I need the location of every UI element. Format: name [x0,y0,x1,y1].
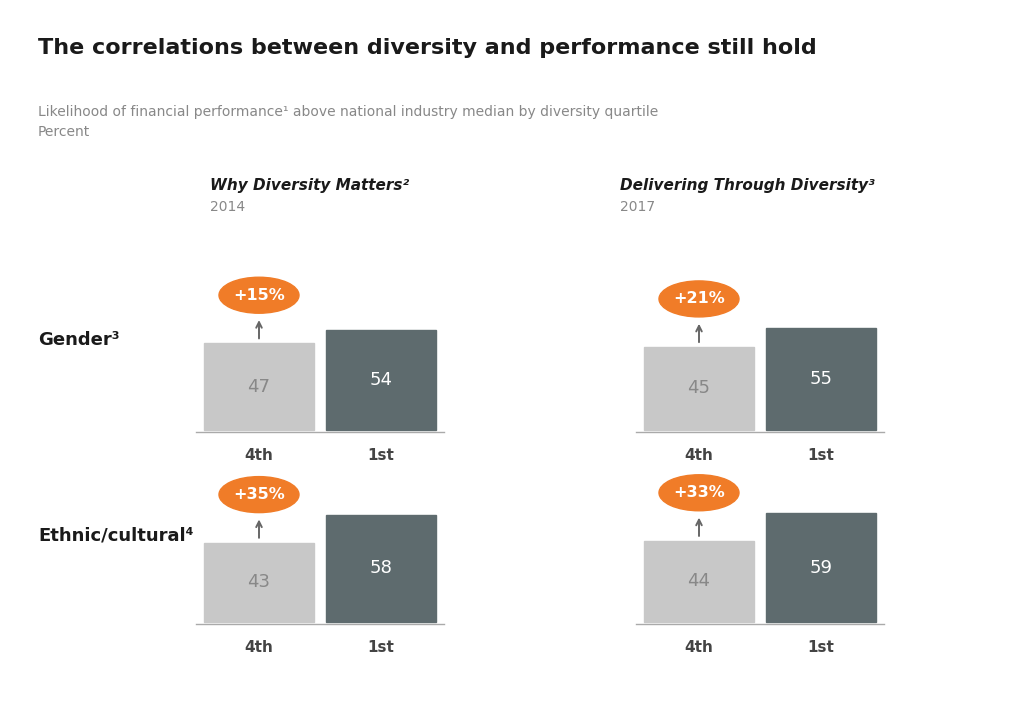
Text: 45: 45 [687,379,711,397]
Ellipse shape [219,278,299,313]
Text: 59: 59 [810,559,832,576]
Text: Gender³: Gender³ [38,331,119,349]
Text: Why Diversity Matters²: Why Diversity Matters² [210,178,409,193]
Text: 1st: 1st [368,448,394,463]
Text: 44: 44 [687,572,711,590]
Text: 2014: 2014 [210,200,245,214]
Bar [644,541,754,622]
Text: +35%: +35% [233,487,285,502]
Text: The correlations between diversity and performance still hold: The correlations between diversity and p… [38,38,817,58]
Text: 1st: 1st [808,448,834,463]
Text: 4th: 4th [685,448,714,463]
Text: 55: 55 [810,370,832,388]
Text: 1st: 1st [368,640,394,655]
Text: +15%: +15% [233,287,285,303]
Text: 4th: 4th [244,448,273,463]
Text: 47: 47 [247,377,271,396]
Text: +33%: +33% [674,485,725,501]
Bar [327,515,436,622]
Text: 54: 54 [370,371,392,389]
Text: 58: 58 [370,559,392,578]
Bar [204,542,314,622]
Bar [327,331,436,430]
Bar [766,513,876,622]
Text: Percent: Percent [38,125,91,139]
Text: Delivering Through Diversity³: Delivering Through Diversity³ [620,178,874,193]
Text: Ethnic/cultural⁴: Ethnic/cultural⁴ [38,526,194,544]
Ellipse shape [219,476,299,513]
Text: 2017: 2017 [620,200,655,214]
Bar [766,329,876,430]
Ellipse shape [659,281,739,317]
Text: 4th: 4th [244,640,273,655]
Text: +21%: +21% [674,292,725,307]
Text: 4th: 4th [685,640,714,655]
Text: 1st: 1st [808,640,834,655]
Bar [204,343,314,430]
Text: Likelihood of financial performance¹ above national industry median by diversity: Likelihood of financial performance¹ abo… [38,105,658,119]
Bar [644,347,754,430]
Ellipse shape [659,475,739,510]
Text: 43: 43 [247,573,271,591]
